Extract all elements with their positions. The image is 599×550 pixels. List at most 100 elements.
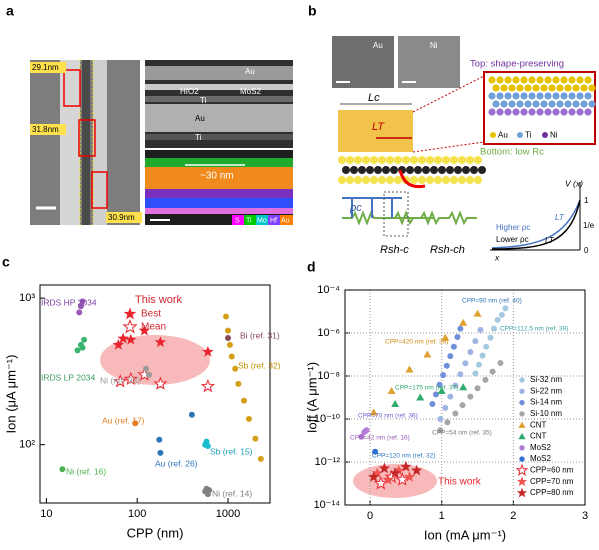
atom-swatch — [517, 132, 523, 138]
atom — [458, 156, 466, 164]
atom — [370, 156, 378, 164]
atom — [516, 100, 524, 108]
atom — [338, 156, 346, 164]
atom — [560, 108, 568, 116]
sem-label: Ni — [430, 41, 438, 50]
circuit-label: Rsh-c — [380, 244, 409, 256]
annotation: CPP=175 nm (ref. 37) — [395, 385, 458, 392]
atom — [430, 166, 438, 174]
star-marker — [371, 467, 383, 479]
legend-label: CPP=80 nm — [530, 488, 574, 497]
atom — [454, 166, 462, 174]
atom — [528, 92, 536, 100]
atom — [544, 108, 552, 116]
layer-label: Ti — [195, 133, 202, 142]
y-tick-label: 10⁻¹² — [315, 456, 341, 468]
point — [225, 334, 232, 341]
atom — [540, 100, 548, 108]
x-tick-label: 10 — [40, 508, 52, 520]
panel-label: b — [308, 3, 317, 19]
legend-label: MoS2 — [530, 454, 551, 463]
sem-image — [332, 36, 394, 88]
atom — [492, 100, 500, 108]
atom — [474, 176, 482, 184]
mos2-lattice — [338, 156, 486, 184]
atom — [552, 76, 560, 84]
atom — [394, 156, 402, 164]
atom — [548, 84, 556, 92]
atom — [516, 84, 524, 92]
point — [452, 410, 459, 417]
point — [498, 311, 505, 318]
atom — [496, 76, 504, 84]
atom — [572, 84, 580, 92]
point — [74, 347, 81, 354]
atom — [504, 108, 512, 116]
star-marker — [368, 471, 380, 482]
curve-label: LT — [555, 213, 565, 222]
y-tick-label: 10⁻⁴ — [317, 284, 340, 296]
x-axis-label: CPP (nm) — [127, 525, 184, 540]
legend-title: This work — [135, 294, 183, 306]
point — [479, 352, 486, 359]
star-marker — [200, 379, 215, 393]
atom — [496, 108, 504, 116]
point — [204, 442, 211, 449]
atom — [536, 108, 544, 116]
point — [432, 391, 439, 398]
triangle-marker — [473, 309, 482, 317]
atom — [584, 108, 592, 116]
panel-label: d — [307, 259, 316, 275]
point — [245, 415, 252, 422]
atom — [576, 92, 584, 100]
highlight-box — [63, 69, 81, 107]
layer-label: Au — [245, 67, 255, 76]
atom — [358, 166, 366, 174]
atom — [462, 166, 470, 174]
atom — [488, 108, 496, 116]
x-tick-label: 1 — [439, 510, 445, 522]
label-box — [30, 124, 66, 135]
triangle-marker — [459, 318, 468, 326]
atom — [466, 156, 474, 164]
atom — [560, 92, 568, 100]
point — [228, 353, 235, 360]
tem-layer — [145, 66, 293, 80]
atom — [488, 76, 496, 84]
plot-frame — [344, 289, 586, 506]
series-label: Ni (ref. 14) — [212, 488, 252, 498]
lt-label: LT — [372, 121, 385, 133]
element-label: Hf — [270, 217, 277, 224]
point — [472, 370, 479, 377]
point — [519, 411, 525, 417]
atom-inset — [483, 71, 596, 145]
point — [358, 433, 365, 440]
atom — [354, 176, 362, 184]
point — [132, 420, 139, 427]
atom — [474, 156, 482, 164]
atom — [370, 176, 378, 184]
curve-tick: 1 — [584, 196, 589, 205]
series-label: Sb (ref. 15) — [210, 446, 253, 456]
y-tick-label: 10³ — [19, 292, 35, 304]
point — [442, 404, 449, 411]
eds-band — [145, 158, 293, 167]
point — [475, 361, 482, 368]
atom-label: Ni — [550, 131, 558, 140]
point — [447, 353, 454, 360]
atom — [402, 156, 410, 164]
star-marker — [113, 374, 128, 388]
resistor — [342, 197, 402, 218]
star-marker — [395, 472, 410, 486]
atom — [508, 84, 516, 92]
gap-label: ~30 nm — [200, 171, 234, 182]
star-marker — [515, 463, 529, 476]
atom — [362, 176, 370, 184]
atom — [422, 166, 430, 174]
atom — [374, 166, 382, 174]
curve-tick: 1/e — [583, 221, 595, 230]
point — [477, 326, 484, 333]
point — [76, 309, 83, 316]
point — [146, 371, 153, 378]
